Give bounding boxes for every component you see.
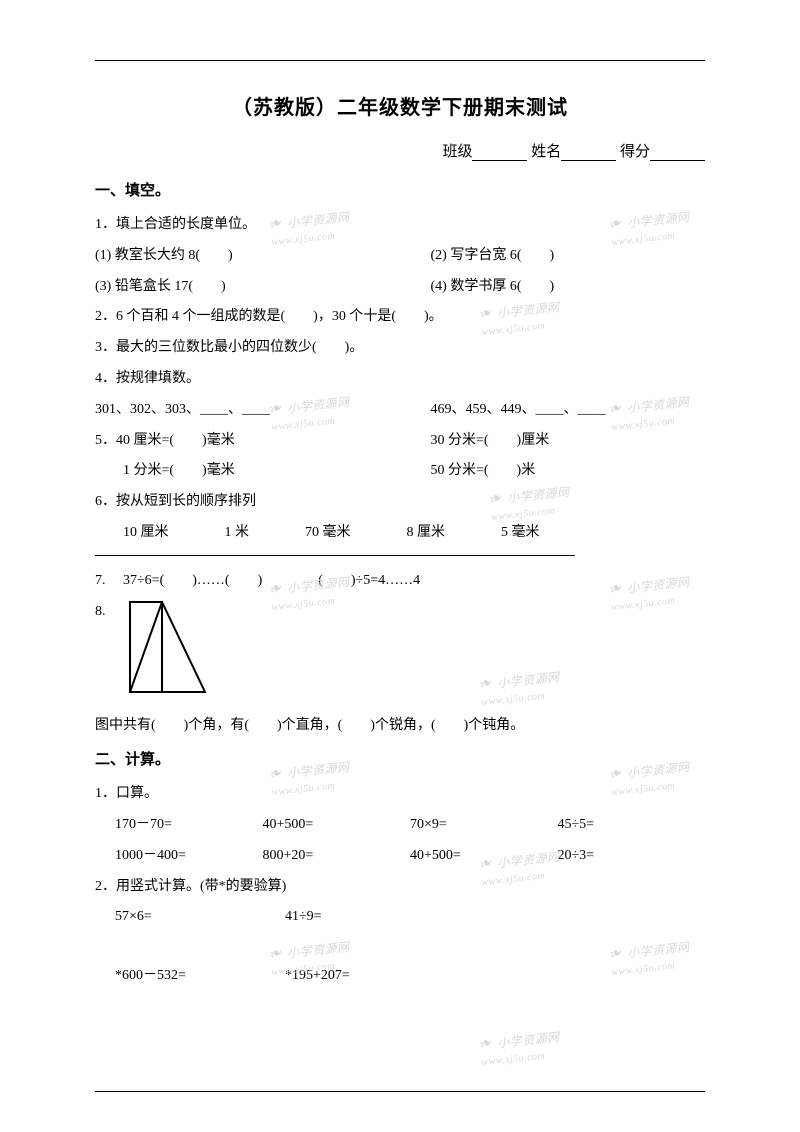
v1a: 57×6= — [115, 902, 285, 933]
header-fields: 班级 姓名 得分 — [95, 140, 705, 161]
score-blank[interactable] — [650, 144, 705, 161]
q7: 7. 37÷6=( )……( ) ( )÷5=4……4 — [95, 566, 705, 597]
exam-page: （苏教版）二年级数学下册期末测试 班级 姓名 得分 一、填空。 1．填上合适的长… — [0, 0, 800, 1132]
q6-answer-rule — [95, 555, 575, 556]
q5-row2: 1 分米=( )毫米 50 分米=( )米 — [95, 456, 705, 487]
q5-b: 30 分米=( )厘米 — [431, 426, 706, 457]
q4-seq-a: 301、302、303、____、____ — [95, 395, 431, 426]
name-blank[interactable] — [561, 144, 616, 161]
v2b: *195+207= — [285, 961, 455, 992]
q4-stem: 4．按规律填数。 — [95, 364, 705, 395]
s2q2-stem: 2．用竖式计算。(带*的要验算) — [95, 872, 705, 903]
q8: 8. — [95, 597, 705, 712]
m2c: 40+500= — [410, 841, 558, 872]
mental-row1: 170－70= 40+500= 70×9= 45÷5= — [115, 810, 705, 841]
q1-row1: (1) 教室长大约 8( ) (2) 写字台宽 6( ) — [95, 241, 705, 272]
m1a: 170－70= — [115, 810, 263, 841]
m1d: 45÷5= — [558, 810, 706, 841]
q1-stem: 1．填上合适的长度单位。 — [95, 210, 705, 241]
s2q1-stem: 1．口算。 — [95, 779, 705, 810]
name-label: 姓名 — [531, 144, 561, 160]
q1-c: (3) 铅笔盒长 17( ) — [95, 272, 431, 303]
q1-row2: (3) 铅笔盒长 17( ) (4) 数学书厚 6( ) — [95, 272, 705, 303]
bottom-rule — [95, 1091, 705, 1092]
score-label: 得分 — [620, 144, 650, 160]
q5-row1: 5．40 厘米=( )毫米 30 分米=( )厘米 — [95, 426, 705, 457]
q1-a: (1) 教室长大约 8( ) — [95, 241, 431, 272]
rectangle-triangle-figure — [129, 601, 207, 693]
m2b: 800+20= — [263, 841, 411, 872]
q4-seq-b: 469、459、449、____、____ — [431, 395, 706, 426]
section1-heading: 一、填空。 — [95, 179, 705, 200]
q5-d: 50 分米=( )米 — [431, 456, 706, 487]
exam-title: （苏教版）二年级数学下册期末测试 — [95, 91, 705, 120]
v2a: *600－532= — [115, 961, 285, 992]
q5-a: 5．40 厘米=( )毫米 — [95, 426, 431, 457]
m1c: 70×9= — [410, 810, 558, 841]
leaf-icon: ❧ — [476, 1031, 497, 1055]
m2a: 1000－400= — [115, 841, 263, 872]
section2-heading: 二、计算。 — [95, 748, 705, 769]
q6-items: 10 厘米 1 米 70 毫米 8 厘米 5 毫米 — [95, 518, 705, 549]
q3: 3．最大的三位数比最小的四位数少( )。 — [95, 333, 705, 364]
vert-space1 — [95, 933, 705, 961]
class-blank[interactable] — [472, 144, 527, 161]
m1b: 40+500= — [263, 810, 411, 841]
q5-c: 1 分米=( )毫米 — [95, 456, 431, 487]
mental-row2: 1000－400= 800+20= 40+500= 20÷3= — [115, 841, 705, 872]
m2d: 20÷3= — [558, 841, 706, 872]
q1-d: (4) 数学书厚 6( ) — [431, 272, 706, 303]
watermark: ❧小学资源网www.xj5u.com — [478, 1026, 562, 1069]
q8-figure — [129, 601, 207, 706]
q8-line: 图中共有( )个角，有( )个直角，( )个锐角，( )个钝角。 — [95, 711, 705, 742]
vert-row1: 57×6= 41÷9= — [115, 902, 705, 933]
top-rule — [95, 60, 705, 61]
q2: 2．6 个百和 4 个一组成的数是( )，30 个十是( )。 — [95, 302, 705, 333]
q8-number: 8. — [95, 604, 106, 619]
q1-b: (2) 写字台宽 6( ) — [431, 241, 706, 272]
q4-seq: 301、302、303、____、____ 469、459、449、____、_… — [95, 395, 705, 426]
class-label: 班级 — [442, 144, 472, 160]
q6-stem: 6．按从短到长的顺序排列 — [95, 487, 705, 518]
v1b: 41÷9= — [285, 902, 455, 933]
vert-row2: *600－532= *195+207= — [115, 961, 705, 992]
